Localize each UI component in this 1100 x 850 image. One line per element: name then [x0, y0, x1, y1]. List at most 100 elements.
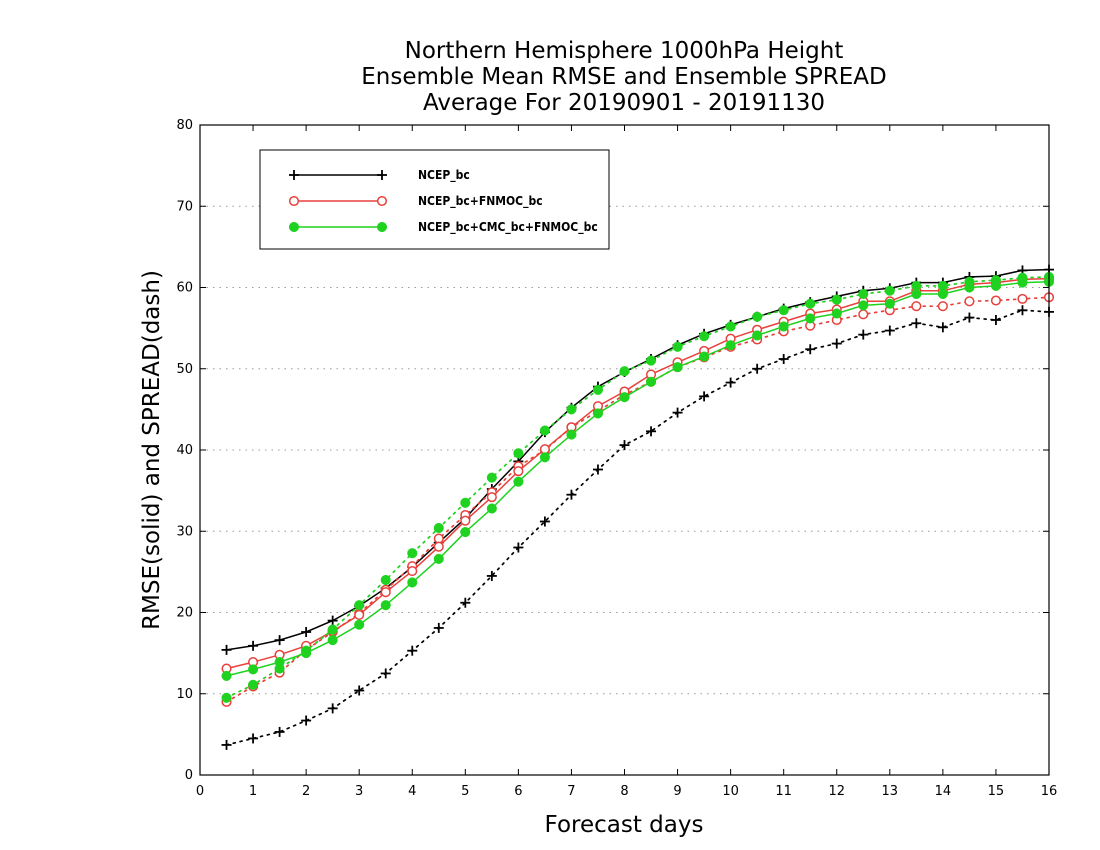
spread-point: [964, 296, 975, 307]
x-tick-label: 1: [249, 784, 257, 799]
legend-marker: [376, 221, 388, 233]
rmse-line: [226, 281, 1050, 677]
rmse-point: [248, 664, 259, 675]
legend-marker: [288, 221, 300, 233]
spread-point: [725, 321, 736, 332]
rmse-point: [539, 452, 550, 463]
rmse-line: [226, 268, 1050, 651]
spread-point: [858, 329, 869, 340]
spread-point: [699, 391, 710, 402]
legend-marker: [377, 170, 387, 180]
spread-point: [805, 298, 816, 309]
rmse-point: [407, 577, 418, 588]
spread-point: [937, 322, 948, 333]
spread-point: [539, 425, 550, 436]
x-axis-ticks: 0 1 2 3 4 5 6 7 8 9 10 11 12 13 14 15 16: [196, 125, 1057, 799]
spread-point: [1017, 305, 1028, 316]
rmse-point: [513, 476, 524, 487]
series-ncep-bc-fnmoc-bc: [221, 273, 1055, 707]
spread-point: [911, 301, 922, 312]
title-line-3: Average For 20190901 - 20191130: [423, 90, 825, 116]
x-tick-label: 13: [882, 784, 899, 799]
rmse-point: [964, 282, 975, 293]
x-tick-label: 9: [673, 784, 681, 799]
spread-point: [433, 622, 444, 633]
spread-point: [301, 715, 312, 726]
spread-point: [858, 309, 869, 320]
spread-point: [619, 440, 630, 451]
spread-point: [486, 472, 497, 483]
spread-point: [327, 624, 338, 635]
spread-point: [778, 354, 789, 364]
legend-box: [259, 149, 610, 250]
spread-point: [990, 315, 1001, 325]
x-tick-label: 15: [988, 784, 1005, 799]
rmse-point: [433, 541, 444, 552]
rmse-point: [460, 527, 471, 538]
rmse-point: [752, 330, 763, 341]
spread-line: [225, 276, 1050, 699]
rmse-point: [354, 619, 365, 630]
spread-line: [225, 309, 1050, 746]
spread-point: [407, 645, 418, 656]
legend-marker: [288, 195, 300, 207]
spread-point: [460, 497, 471, 508]
x-axis-title: Forecast days: [545, 812, 704, 838]
spread-point: [858, 288, 869, 300]
spread-point: [248, 733, 259, 744]
spread-point: [1017, 293, 1028, 304]
series-ncep-bc-cmc-bc-fnmoc-bc: [221, 271, 1055, 703]
spread-point: [274, 726, 285, 737]
x-tick-label: 7: [567, 784, 575, 799]
x-tick-label: 16: [1041, 784, 1058, 799]
x-tick-label: 14: [935, 784, 952, 799]
x-tick-label: 4: [408, 784, 416, 799]
spread-point: [380, 574, 391, 586]
spread-point: [619, 366, 630, 377]
spread-point: [486, 570, 497, 581]
rmse-point: [858, 300, 869, 311]
y-axis-ticks: 0 10 20 30 40 50 60 70 80: [176, 118, 1049, 783]
series-layer: [221, 264, 1055, 750]
spread-line: [225, 296, 1050, 703]
spread-point: [433, 522, 444, 534]
spread-point: [884, 325, 895, 336]
x-tick-label: 8: [620, 784, 628, 799]
spread-point: [831, 338, 842, 349]
x-tick-label: 0: [196, 784, 204, 799]
spread-point: [672, 407, 683, 418]
spread-point: [354, 685, 365, 696]
rmse-line: [226, 277, 1050, 670]
y-axis-title: RMSE(solid) and SPREAD(dash): [139, 270, 165, 630]
spread-point: [433, 533, 444, 544]
plot-frame: [199, 124, 1050, 776]
rmse-point: [778, 321, 789, 332]
rmse-point: [990, 280, 1001, 291]
rmse-point: [672, 362, 683, 373]
rmse-point: [645, 376, 657, 387]
rmse-point: [911, 288, 922, 300]
rmse-point: [380, 587, 391, 598]
rmse-point: [884, 298, 895, 309]
rmse-point: [513, 466, 524, 477]
y-tick-label: 40: [176, 443, 193, 458]
rmse-point: [274, 635, 285, 646]
spread-point: [831, 294, 842, 305]
x-tick-label: 6: [514, 784, 522, 799]
spread-point: [592, 384, 604, 395]
spread-point: [911, 318, 922, 329]
rmse-point: [831, 308, 842, 319]
rmse-point: [327, 615, 338, 626]
spread-point: [805, 344, 816, 355]
spread-point: [513, 448, 524, 459]
y-tick-label: 80: [176, 118, 193, 133]
rmse-point: [725, 340, 736, 351]
spread-point: [327, 703, 338, 714]
spread-point: [884, 285, 895, 296]
title-line-2: Ensemble Mean RMSE and Ensemble SPREAD: [361, 64, 886, 90]
legend-label: NCEP_bc+FNMOC_bc: [418, 194, 543, 209]
spread-point: [513, 542, 524, 553]
x-tick-label: 2: [302, 784, 310, 799]
legend-label: NCEP_bc: [418, 168, 470, 183]
